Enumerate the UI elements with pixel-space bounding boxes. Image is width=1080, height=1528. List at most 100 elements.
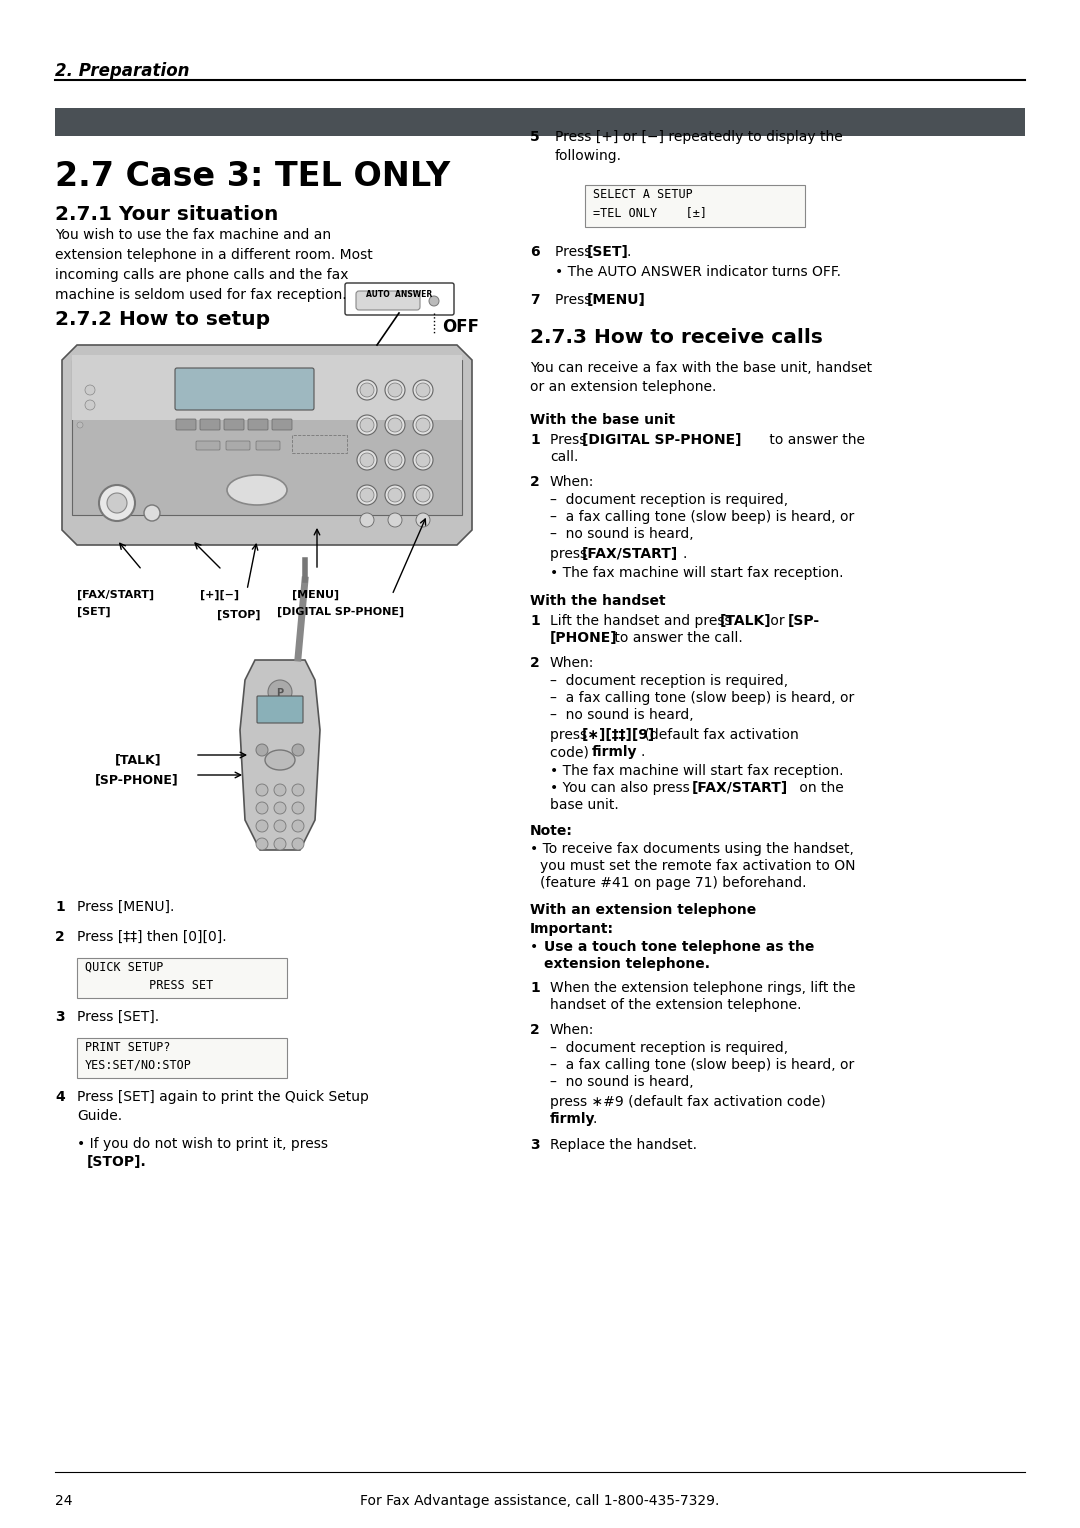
Text: [MENU]: [MENU] <box>588 293 646 307</box>
Text: Press: Press <box>550 432 591 448</box>
Circle shape <box>274 837 286 850</box>
FancyBboxPatch shape <box>200 419 220 429</box>
Text: With an extension telephone: With an extension telephone <box>530 903 756 917</box>
Circle shape <box>357 416 377 435</box>
Circle shape <box>384 380 405 400</box>
Text: [TALK]: [TALK] <box>720 614 771 628</box>
Text: firmly: firmly <box>550 1112 595 1126</box>
Text: on the: on the <box>795 781 843 795</box>
Circle shape <box>416 419 430 432</box>
Circle shape <box>274 821 286 833</box>
Text: Press [MENU].: Press [MENU]. <box>77 900 174 914</box>
Text: .: . <box>681 547 687 561</box>
Circle shape <box>292 821 303 833</box>
Text: For Fax Advantage assistance, call 1-800-435-7329.: For Fax Advantage assistance, call 1-800… <box>361 1494 719 1508</box>
Circle shape <box>388 487 402 503</box>
Text: Lift the handset and press: Lift the handset and press <box>550 614 735 628</box>
Text: to answer the: to answer the <box>765 432 865 448</box>
Circle shape <box>388 384 402 397</box>
Text: 2.7.3 How to receive calls: 2.7.3 How to receive calls <box>530 329 823 347</box>
FancyBboxPatch shape <box>195 442 220 451</box>
Circle shape <box>413 451 433 471</box>
Text: –  document reception is required,: – document reception is required, <box>550 494 788 507</box>
Circle shape <box>99 484 135 521</box>
Text: Press [‡‡] then [0][0].: Press [‡‡] then [0][0]. <box>77 931 227 944</box>
Bar <box>72 361 462 515</box>
Text: • The fax machine will start fax reception.: • The fax machine will start fax recepti… <box>550 565 843 581</box>
FancyBboxPatch shape <box>345 283 454 315</box>
Text: to answer the call.: to answer the call. <box>610 631 743 645</box>
FancyBboxPatch shape <box>256 442 280 451</box>
Circle shape <box>360 384 374 397</box>
Bar <box>292 435 347 452</box>
Circle shape <box>256 784 268 796</box>
Text: –  no sound is heard,: – no sound is heard, <box>550 1076 693 1089</box>
FancyBboxPatch shape <box>77 1038 287 1077</box>
Text: [TALK]: [TALK] <box>114 753 162 766</box>
Circle shape <box>357 451 377 471</box>
Text: call.: call. <box>550 451 579 465</box>
Text: [DIGITAL SP-PHONE]: [DIGITAL SP-PHONE] <box>582 432 742 448</box>
Text: [+][−]: [+][−] <box>200 590 239 601</box>
Text: –  document reception is required,: – document reception is required, <box>550 674 788 688</box>
Circle shape <box>413 484 433 504</box>
Text: 5: 5 <box>530 130 540 144</box>
Polygon shape <box>240 660 320 850</box>
Circle shape <box>384 416 405 435</box>
Text: firmly: firmly <box>592 746 637 759</box>
Circle shape <box>77 422 83 428</box>
Text: With the base unit: With the base unit <box>530 413 675 426</box>
Circle shape <box>416 513 430 527</box>
Text: OFF: OFF <box>442 318 480 336</box>
Text: [PHONE]: [PHONE] <box>550 631 618 645</box>
Circle shape <box>416 452 430 468</box>
Text: (feature #41 on page 71) beforehand.: (feature #41 on page 71) beforehand. <box>540 876 807 889</box>
Circle shape <box>144 504 160 521</box>
Text: 1: 1 <box>530 981 540 995</box>
Circle shape <box>274 802 286 814</box>
Text: [MENU]: [MENU] <box>292 590 339 601</box>
Circle shape <box>384 451 405 471</box>
Text: 7: 7 <box>530 293 540 307</box>
Text: • The AUTO ANSWER indicator turns OFF.: • The AUTO ANSWER indicator turns OFF. <box>555 264 841 280</box>
Text: –  no sound is heard,: – no sound is heard, <box>550 707 693 723</box>
Circle shape <box>274 784 286 796</box>
Text: .: . <box>592 1112 596 1126</box>
FancyBboxPatch shape <box>248 419 268 429</box>
Text: PRINT SETUP?: PRINT SETUP? <box>85 1041 171 1054</box>
Circle shape <box>256 744 268 756</box>
Circle shape <box>256 802 268 814</box>
Text: 2.7.2 How to setup: 2.7.2 How to setup <box>55 310 270 329</box>
Text: –  a fax calling tone (slow beep) is heard, or: – a fax calling tone (slow beep) is hear… <box>550 1057 854 1073</box>
Circle shape <box>388 419 402 432</box>
Text: 2: 2 <box>530 1024 540 1038</box>
Text: press ∗#9 (default fax activation code): press ∗#9 (default fax activation code) <box>550 1096 826 1109</box>
Text: • To receive fax documents using the handset,: • To receive fax documents using the han… <box>530 842 854 856</box>
Circle shape <box>360 452 374 468</box>
Circle shape <box>388 513 402 527</box>
Text: 4: 4 <box>55 1089 65 1105</box>
Text: 6: 6 <box>530 244 540 260</box>
Text: AUTO  ANSWER: AUTO ANSWER <box>366 290 432 299</box>
Text: (default fax activation: (default fax activation <box>640 727 799 743</box>
Text: –  a fax calling tone (slow beep) is heard, or: – a fax calling tone (slow beep) is hear… <box>550 691 854 704</box>
Text: code): code) <box>550 746 593 759</box>
Text: [SET]: [SET] <box>588 244 629 260</box>
Text: When:: When: <box>550 656 594 669</box>
Circle shape <box>360 487 374 503</box>
Text: 2.7 Case 3: TEL ONLY: 2.7 Case 3: TEL ONLY <box>55 160 450 193</box>
Text: [SP-: [SP- <box>788 614 820 628</box>
Polygon shape <box>62 345 472 545</box>
Circle shape <box>357 484 377 504</box>
Text: [STOP]: [STOP] <box>217 610 260 620</box>
Text: P: P <box>276 688 284 698</box>
Text: press: press <box>550 727 592 743</box>
Circle shape <box>384 484 405 504</box>
Text: [DIGITAL SP-PHONE]: [DIGITAL SP-PHONE] <box>276 607 404 617</box>
Ellipse shape <box>265 750 295 770</box>
Text: Press: Press <box>555 293 596 307</box>
Text: 2.7.1 Your situation: 2.7.1 Your situation <box>55 205 279 225</box>
Circle shape <box>256 821 268 833</box>
Text: 2: 2 <box>55 931 65 944</box>
Text: [FAX/START]: [FAX/START] <box>692 781 788 795</box>
